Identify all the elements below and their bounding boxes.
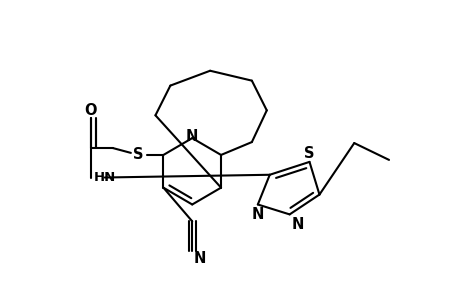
Text: N: N <box>251 207 263 222</box>
Text: N: N <box>291 217 303 232</box>
Text: N: N <box>185 129 198 144</box>
Text: N: N <box>194 251 206 266</box>
Text: S: S <box>133 148 144 163</box>
Text: S: S <box>303 146 314 161</box>
Text: HN: HN <box>94 171 116 184</box>
Text: O: O <box>84 103 97 118</box>
